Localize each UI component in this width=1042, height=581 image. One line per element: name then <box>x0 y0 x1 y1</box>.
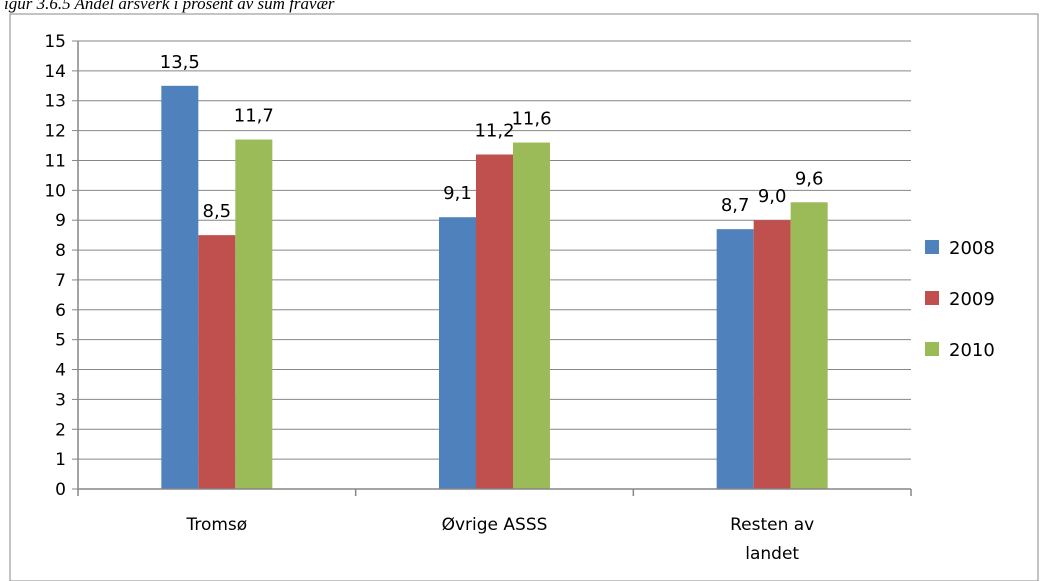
legend-label: 2009 <box>949 289 995 310</box>
data-label: 8,7 <box>721 195 750 216</box>
bar-2009 <box>753 220 791 489</box>
y-tick-label: 2 <box>55 420 66 440</box>
data-label: 9,1 <box>443 183 472 204</box>
bars <box>161 85 828 490</box>
y-tick-label: 11 <box>44 151 66 171</box>
data-label: 9,0 <box>758 186 787 207</box>
category-label: Tromsø <box>185 515 247 535</box>
category-label: Resten av <box>730 515 814 535</box>
y-tick-label: 9 <box>55 211 66 231</box>
y-tick-label: 10 <box>44 181 66 201</box>
y-tick-label: 1 <box>55 450 66 470</box>
legend-label: 2010 <box>949 340 995 361</box>
bar-2010 <box>235 139 273 489</box>
y-tick-label: 4 <box>55 361 66 381</box>
data-label: 11,2 <box>474 120 514 141</box>
legend-swatch-2009 <box>925 291 939 305</box>
bar-2009 <box>198 235 236 489</box>
data-labels: 13,5 8,5 11,7 9,1 11,211,6 8,7 9,0 9,6 <box>160 52 824 222</box>
bar-2008 <box>161 85 199 490</box>
data-label: 11,7 <box>234 106 274 127</box>
data-label: 11,6 <box>511 109 551 130</box>
y-tick-label: 12 <box>44 122 66 142</box>
y-tick-label: 14 <box>44 62 66 82</box>
bar-2009 <box>476 154 513 489</box>
y-tick-label: 6 <box>55 301 66 321</box>
data-label: 8,5 <box>203 201 232 222</box>
figure-caption: igur 3.6.5 Andel årsverk i prosent av su… <box>4 0 335 13</box>
category-label: Øvrige ASSS <box>442 515 548 535</box>
y-tick-label: 13 <box>44 92 66 112</box>
bar-2008 <box>439 217 476 490</box>
data-label: 9,6 <box>795 168 824 189</box>
legend-swatch-2008 <box>925 240 939 254</box>
legend-swatch-2010 <box>925 342 939 356</box>
data-label: 13,5 <box>160 52 200 73</box>
y-tick-label: 3 <box>55 390 66 410</box>
y-tick-label: 15 <box>44 32 66 52</box>
y-tick-label: 8 <box>55 241 66 261</box>
y-tick-label: 5 <box>55 331 66 351</box>
bar-2008 <box>716 229 754 489</box>
legend-label: 2008 <box>949 238 995 259</box>
bar-2010 <box>790 202 828 489</box>
y-tick-label: 0 <box>55 480 66 500</box>
category-label: landet <box>745 544 799 564</box>
bar-2010 <box>513 142 550 489</box>
y-tick-label: 7 <box>55 271 66 291</box>
legend: 2008 2009 2010 <box>925 238 995 361</box>
